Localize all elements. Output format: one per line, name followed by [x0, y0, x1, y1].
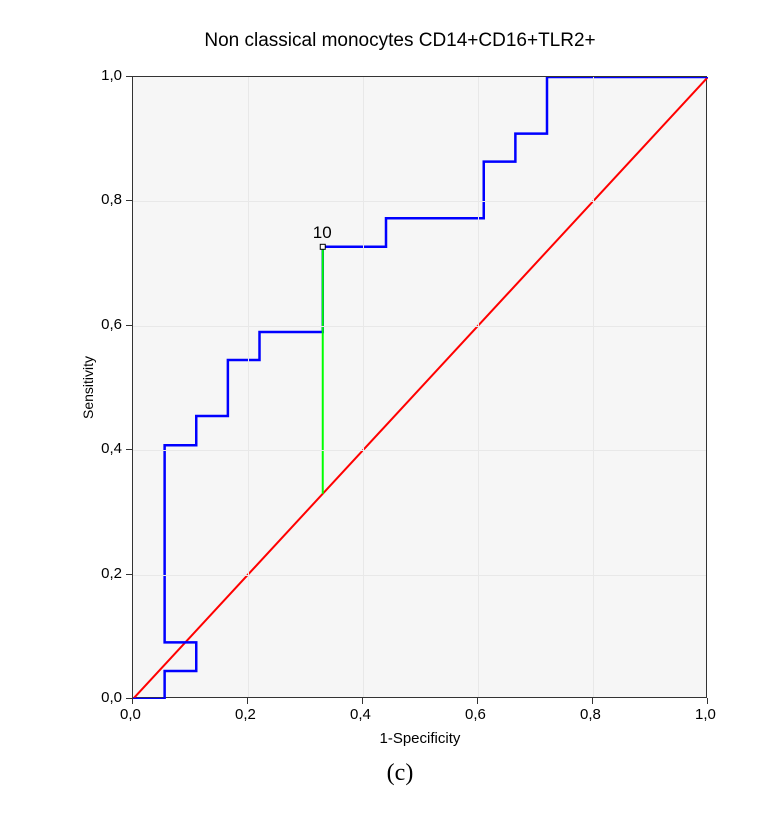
y-tick-label: 0,0 [101, 689, 122, 706]
x-tick-mark [132, 698, 133, 704]
subfigure-label: (c) [60, 760, 740, 787]
diagonal-line [133, 77, 708, 699]
optimal-point-label: 10 [313, 223, 332, 243]
roc-chart-container: Non classical monocytes CD14+CD16+TLR2+ … [60, 20, 740, 760]
grid-line-horizontal [133, 575, 706, 576]
x-tick-label: 0,0 [120, 706, 141, 723]
y-tick-mark [126, 449, 132, 450]
grid-line-vertical [593, 77, 594, 697]
x-tick-label: 0,8 [580, 706, 601, 723]
x-tick-mark [477, 698, 478, 704]
x-tick-label: 0,2 [235, 706, 256, 723]
x-tick-mark [592, 698, 593, 704]
x-tick-mark [707, 698, 708, 704]
plot-area: 10 [132, 76, 707, 698]
grid-line-horizontal [133, 326, 706, 327]
grid-line-horizontal [133, 201, 706, 202]
y-tick-mark [126, 698, 132, 699]
grid-line-vertical [248, 77, 249, 697]
x-tick-label: 0,6 [465, 706, 486, 723]
chart-title: Non classical monocytes CD14+CD16+TLR2+ [60, 30, 740, 52]
chart-svg [133, 77, 708, 699]
x-tick-label: 0,4 [350, 706, 371, 723]
x-tick-label: 1,0 [695, 706, 716, 723]
y-tick-label: 1,0 [101, 67, 122, 84]
grid-line-vertical [478, 77, 479, 697]
y-tick-label: 0,8 [101, 191, 122, 208]
grid-line-vertical [363, 77, 364, 697]
y-tick-mark [126, 76, 132, 77]
y-axis-label: Sensitivity [80, 356, 96, 419]
x-tick-mark [362, 698, 363, 704]
y-tick-label: 0,2 [101, 565, 122, 582]
y-tick-mark [126, 200, 132, 201]
grid-line-horizontal [133, 450, 706, 451]
y-tick-label: 0,4 [101, 440, 122, 457]
x-tick-mark [247, 698, 248, 704]
optimal-point-marker [320, 244, 325, 249]
y-tick-mark [126, 325, 132, 326]
y-tick-label: 0,6 [101, 316, 122, 333]
y-tick-mark [126, 574, 132, 575]
x-axis-label: 1-Specificity [380, 730, 461, 747]
